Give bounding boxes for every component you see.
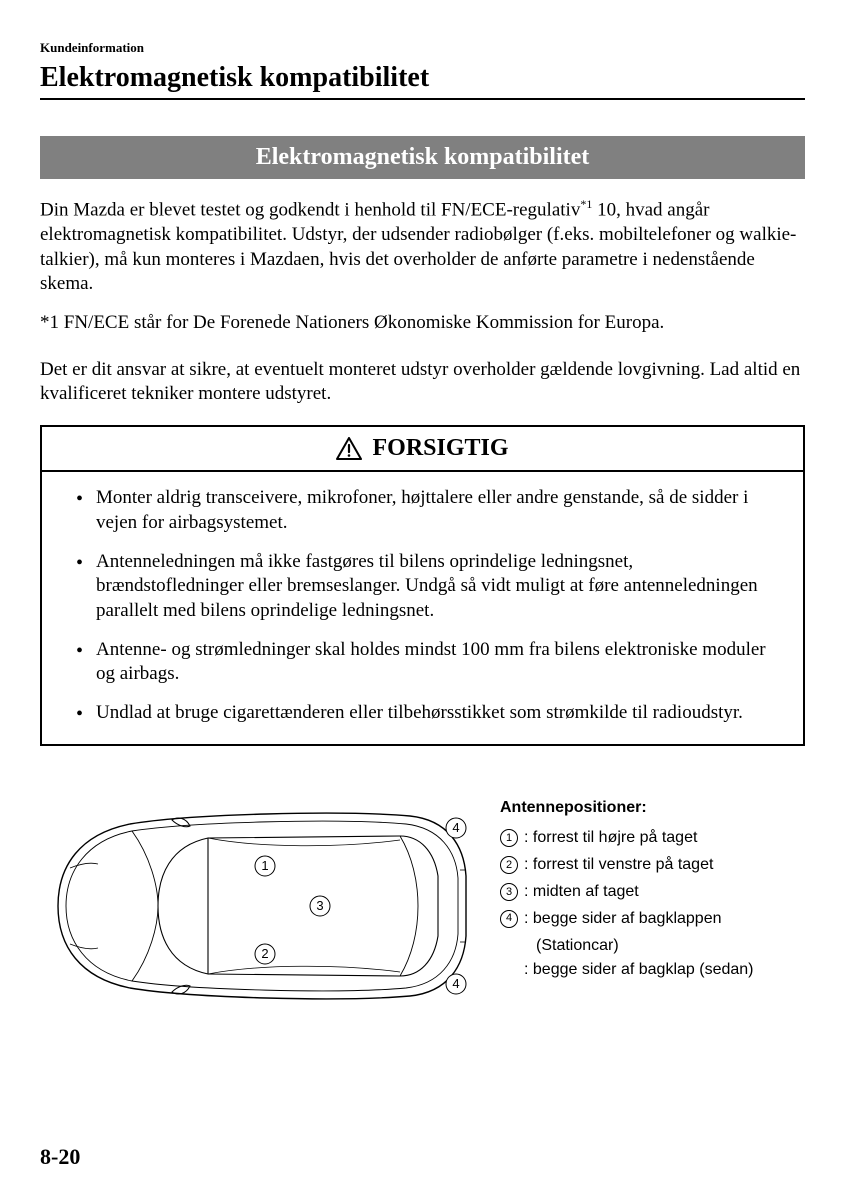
section-heading: Elektromagnetisk kompatibilitet	[40, 136, 805, 179]
page-number: 8-20	[40, 1144, 80, 1170]
legend-num-4: 4	[500, 910, 518, 928]
legend-subtext: (Stationcar)	[500, 934, 753, 959]
legend-row: 3 : midten af taget	[500, 880, 753, 905]
caution-header: FORSIGTIG	[42, 427, 803, 472]
legend-row: : begge sider af bagklap (sedan)	[500, 958, 753, 983]
caution-title: FORSIGTIG	[372, 435, 508, 462]
breadcrumb: Kundeinformation	[40, 40, 805, 56]
diagram-row: 1 2 3 4 4 Antennepositioner: 1 : forrest…	[40, 796, 805, 1016]
legend-num-2: 2	[500, 856, 518, 874]
diagram-marker-4-bottom: 4	[452, 976, 459, 991]
diagram-marker-4-top: 4	[452, 820, 459, 835]
legend-text: : forrest til venstre på taget	[524, 853, 713, 878]
footnote: *1 FN/ECE står for De Forenede Nationers…	[40, 311, 805, 336]
page-title: Elektromagnetisk kompatibilitet	[40, 62, 805, 94]
diagram-marker-3: 3	[316, 898, 323, 913]
intro-paragraph: Din Mazda er blevet testet og godkendt i…	[40, 197, 805, 297]
legend-num-blank	[500, 961, 518, 979]
caution-item: Monter aldrig transceivere, mikrofoner, …	[72, 486, 781, 535]
legend-text: : begge sider af bagklappen	[524, 907, 721, 932]
caution-item: Undlad at bruge cigarettænderen eller ti…	[72, 701, 781, 726]
caution-box: FORSIGTIG Monter aldrig transceivere, mi…	[40, 425, 805, 746]
caution-item: Antenneledningen må ikke fastgøres til b…	[72, 550, 781, 624]
legend-text: : forrest til højre på taget	[524, 826, 697, 851]
diagram-marker-2: 2	[261, 946, 268, 961]
diagram-marker-1: 1	[261, 858, 268, 873]
title-rule	[40, 98, 805, 100]
warning-triangle-icon	[336, 437, 362, 461]
car-top-view-diagram: 1 2 3 4 4	[40, 796, 470, 1016]
caution-item: Antenne- og strømledninger skal holdes m…	[72, 638, 781, 687]
responsibility-paragraph: Det er dit ansvar at sikre, at eventuelt…	[40, 358, 805, 407]
legend-row: 1 : forrest til højre på taget	[500, 826, 753, 851]
caution-body: Monter aldrig transceivere, mikrofoner, …	[42, 472, 803, 744]
legend-row: 2 : forrest til venstre på taget	[500, 853, 753, 878]
legend-row: 4 : begge sider af bagklappen	[500, 907, 753, 932]
legend-text: : begge sider af bagklap (sedan)	[524, 958, 753, 983]
legend-num-3: 3	[500, 883, 518, 901]
legend-title: Antennepositioner:	[500, 796, 753, 821]
antenna-legend: Antennepositioner: 1 : forrest til højre…	[500, 796, 753, 986]
legend-num-1: 1	[500, 829, 518, 847]
legend-text: : midten af taget	[524, 880, 639, 905]
